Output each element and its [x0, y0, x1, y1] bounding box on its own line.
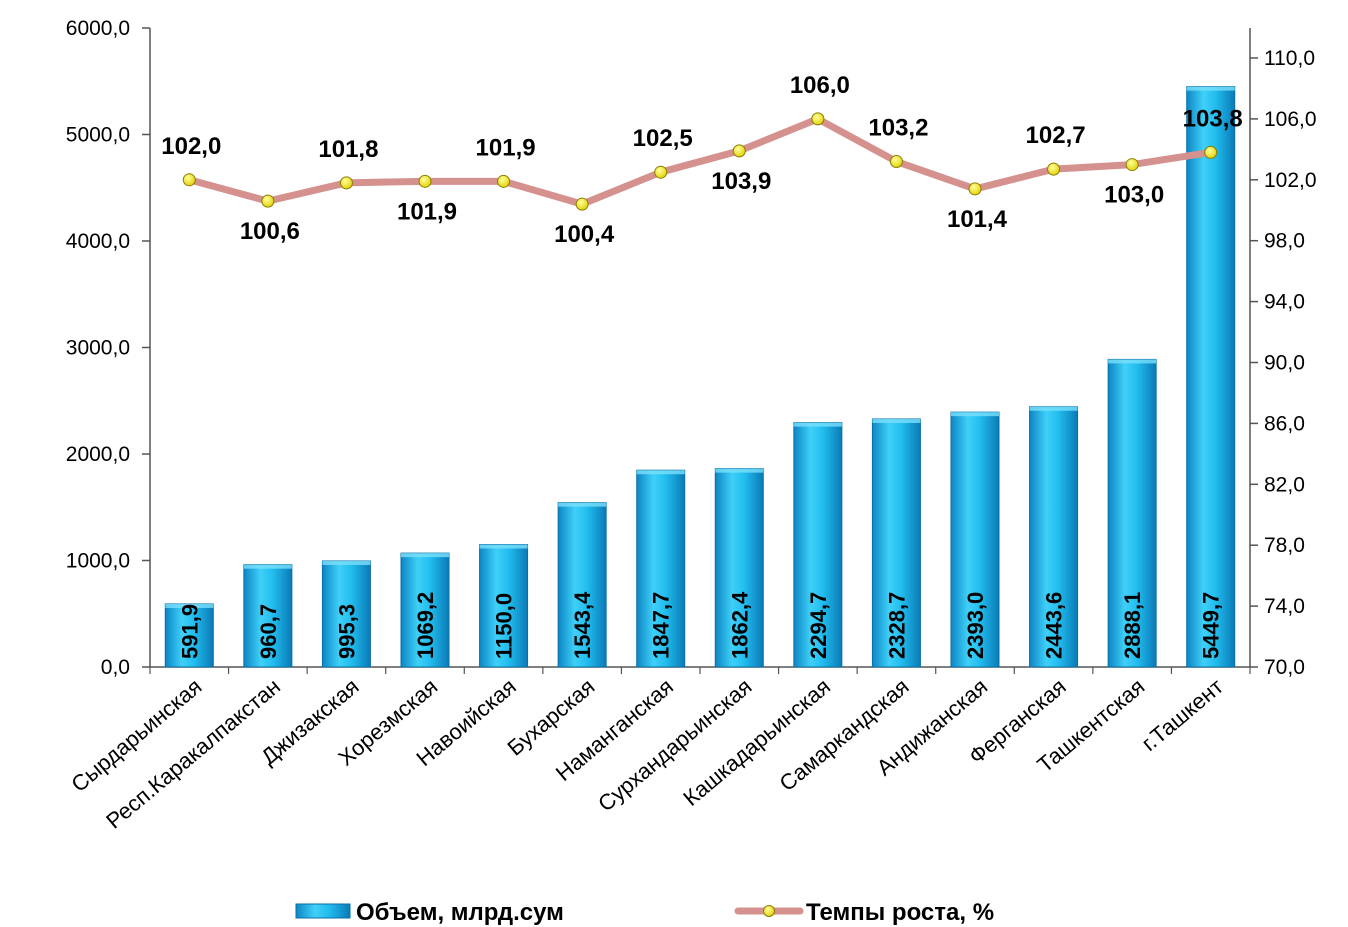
bar-value-label: 2888,1 — [1120, 592, 1145, 659]
line-value-label: 101,8 — [318, 136, 378, 163]
category-label: Кашкадарьинская — [678, 674, 835, 811]
right-tick-label: 110,0 — [1264, 47, 1315, 70]
line-value-label: 100,6 — [240, 218, 300, 245]
bar-top-highlight — [479, 544, 528, 549]
category-label: Сырдарьинская — [66, 674, 206, 797]
line-marker — [889, 155, 903, 169]
bar — [714, 468, 764, 668]
right-tick-label: 94,0 — [1264, 291, 1305, 314]
line-value-label: 102,7 — [1026, 122, 1086, 149]
line-marker — [575, 197, 589, 211]
line-marker — [182, 173, 196, 187]
line-marker — [654, 165, 668, 179]
line-value-label: 103,2 — [868, 115, 928, 142]
line-value-label: 101,9 — [397, 198, 457, 225]
bar — [1107, 358, 1157, 668]
category-label: г.Ташкент — [1137, 674, 1228, 756]
left-tick-label: 1000,0 — [66, 550, 130, 573]
bar-top-highlight — [165, 603, 214, 608]
bar — [164, 603, 214, 668]
category-label: Самаркандская — [775, 674, 914, 796]
legend: Объем, млрд.сум Темпы роста, % — [295, 899, 994, 926]
bar-top-highlight — [1029, 406, 1078, 411]
bar-top-highlight — [636, 470, 685, 475]
line-value-label: 106,0 — [790, 72, 850, 99]
left-tick-label: 6000,0 — [66, 17, 130, 40]
left-tick-label: 0,0 — [101, 656, 130, 679]
line-marker — [418, 174, 432, 188]
bar-top-highlight — [322, 561, 371, 566]
line-value-label: 102,5 — [633, 125, 693, 152]
bar — [321, 560, 371, 668]
bar-value-label: 2443,6 — [1042, 592, 1067, 659]
bar-top-highlight — [1108, 359, 1157, 364]
bar — [636, 469, 686, 668]
bar-value-label: 1543,4 — [570, 591, 595, 659]
line-marker — [1204, 145, 1218, 159]
bar — [400, 552, 450, 668]
bar — [1186, 86, 1236, 668]
legend-bar-label: Объем, млрд.сум — [356, 899, 564, 926]
left-tick-label: 3000,0 — [66, 337, 130, 360]
bar-top-highlight — [558, 502, 607, 507]
bar-value-label: 2294,7 — [806, 592, 831, 659]
line-value-label: 103,9 — [711, 168, 771, 195]
bar-value-label: 995,3 — [334, 604, 359, 659]
line-marker — [497, 174, 511, 188]
legend-bar-swatch — [295, 903, 351, 919]
line-marker — [1047, 162, 1061, 176]
bar-value-label: 1862,4 — [727, 591, 752, 659]
bar-top-highlight — [401, 553, 449, 558]
right-tick-label: 82,0 — [1264, 473, 1305, 496]
bar-top-highlight — [1186, 86, 1235, 91]
right-tick-label: 98,0 — [1264, 230, 1305, 253]
bar — [557, 502, 607, 668]
left-tick-label: 2000,0 — [66, 443, 130, 466]
left-tick-label: 4000,0 — [66, 230, 130, 253]
line-marker — [339, 176, 353, 190]
line-value-label: 103,0 — [1104, 182, 1164, 209]
bar — [1029, 406, 1079, 668]
bar — [793, 422, 843, 668]
bar-value-label: 5449,7 — [1199, 592, 1224, 659]
line-value-label: 103,8 — [1183, 105, 1243, 132]
growth-rate-line — [185, 115, 1215, 208]
bar — [243, 564, 293, 668]
right-tick-label: 102,0 — [1264, 169, 1317, 192]
line-value-label: 100,4 — [554, 221, 615, 248]
bar-top-highlight — [793, 422, 842, 427]
right-tick-label: 78,0 — [1264, 534, 1305, 557]
right-tick-label: 70,0 — [1264, 656, 1305, 679]
line-marker — [811, 112, 825, 126]
bar-value-label: 1847,7 — [649, 592, 674, 659]
legend-line-label: Темпы роста, % — [806, 899, 994, 926]
left-tick-label: 5000,0 — [66, 124, 130, 147]
legend-line-marker — [763, 905, 775, 917]
line-marker — [968, 182, 982, 196]
bar-value-label: 960,7 — [256, 604, 281, 659]
line-value-label: 101,9 — [476, 134, 536, 161]
right-tick-label: 74,0 — [1264, 595, 1305, 618]
line-marker — [261, 194, 275, 208]
right-tick-label: 90,0 — [1264, 352, 1305, 375]
line-marker — [732, 144, 746, 158]
bar-top-highlight — [243, 564, 292, 569]
bar-value-label: 591,9 — [177, 604, 202, 659]
bar-top-highlight — [715, 468, 764, 473]
bar-value-label: 1150,0 — [492, 593, 517, 659]
bar-top-highlight — [872, 418, 921, 423]
bar-top-highlight — [951, 412, 999, 417]
line-marker — [1125, 158, 1139, 172]
right-tick-label: 106,0 — [1264, 108, 1317, 131]
line-value-label: 102,0 — [161, 133, 221, 160]
bar — [871, 418, 921, 668]
right-tick-label: 86,0 — [1264, 412, 1305, 435]
bar-value-label: 1069,2 — [413, 592, 438, 659]
bar — [479, 544, 529, 668]
bar-value-label: 2328,7 — [884, 592, 909, 659]
bar-value-label: 2393,0 — [963, 592, 988, 659]
line-value-label: 101,4 — [947, 206, 1008, 233]
